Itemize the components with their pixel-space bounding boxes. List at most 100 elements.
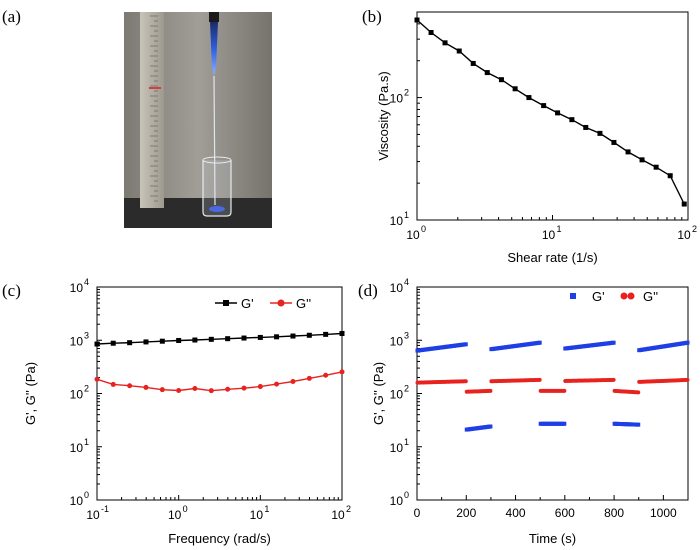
x-tick-exponent: 2 [346, 504, 351, 514]
legend-label-Gp: G' [241, 296, 254, 311]
data-point-Gp [208, 336, 214, 342]
data-point-Gp [562, 421, 567, 426]
panel-label-a: (a) [2, 7, 21, 26]
legend-marker-Gp [223, 300, 229, 306]
data-point-Gp [94, 341, 100, 347]
chart-c-frequency-sweep: 10 -1 10 0 10 1 10 210 010 110 210 310 4 G' G'' Frequ… [23, 277, 351, 546]
data-point-Gpp [127, 383, 133, 389]
data-point-Gp [323, 331, 329, 337]
data-point-Gpp [306, 375, 312, 381]
x-tick-exponent: 1 [264, 504, 269, 514]
data-point-Gp [306, 332, 312, 338]
data-point-Viscosity [498, 77, 504, 83]
x-tick-exponent: 0 [183, 504, 188, 514]
data-point-Gp [143, 339, 149, 345]
chart-b-xlabel: Shear rate (1/s) [507, 250, 597, 265]
chart-d-frame [416, 286, 689, 501]
y-tick-label: 10 [390, 281, 404, 295]
chart-b-ticks: 10 0 10 1 10 210 110 2 [390, 11, 697, 242]
data-point-Gpp [241, 385, 247, 391]
data-point-Gpp [274, 381, 280, 387]
data-point-Viscosity [653, 164, 659, 170]
panel-label-d: (d) [358, 281, 378, 300]
data-point-Gpp [192, 386, 198, 392]
data-point-Gp [463, 342, 468, 347]
data-point-Viscosity [597, 130, 603, 136]
y-tick-exponent: 0 [404, 490, 409, 500]
data-point-Viscosity [470, 60, 476, 66]
legend-label-Gpp: G'' [643, 289, 658, 304]
data-point-Viscosity [428, 30, 434, 36]
y-tick-label: 10 [390, 441, 404, 455]
x-tick-label: 10 [168, 508, 182, 522]
chart-b-series [414, 17, 687, 207]
chart-d-series [415, 340, 690, 432]
photo-panel-a [124, 12, 272, 228]
y-tick-exponent: 2 [404, 88, 409, 98]
y-tick-exponent: 4 [404, 277, 409, 287]
x-tick-label: 1000 [650, 506, 677, 520]
data-point-Gp [257, 334, 263, 340]
chart-c-ylabel: G', G'' (Pa) [23, 362, 38, 425]
y-tick-exponent: 2 [84, 384, 89, 394]
data-point-Viscosity [541, 103, 547, 109]
data-point-Viscosity [414, 17, 420, 23]
x-tick-label: 0 [414, 506, 421, 520]
x-tick-label: 10 [331, 508, 345, 522]
data-point-Gpp [94, 376, 100, 382]
data-point-Gpp [636, 390, 641, 395]
data-point-Viscosity [667, 173, 673, 179]
y-tick-label: 10 [70, 334, 84, 348]
data-point-Gpp [208, 388, 214, 394]
legend-label-Gpp: G'' [296, 296, 311, 311]
y-tick-label: 10 [390, 334, 404, 348]
series-line-Gp [96, 332, 343, 345]
data-point-Gpp [159, 387, 165, 393]
x-tick-label: 800 [604, 506, 624, 520]
ruler-red-mark [149, 87, 161, 89]
data-point-Viscosity [484, 70, 490, 76]
data-point-Gp [176, 337, 182, 343]
data-point-Gp [127, 340, 133, 346]
data-point-Gpp [110, 381, 116, 387]
data-point-Gpp [257, 384, 263, 390]
chart-b-viscosity: 10 0 10 1 10 210 110 2 Shear rate (1/s) Viscosi… [376, 11, 697, 265]
y-tick-label: 10 [390, 388, 404, 402]
data-point-Viscosity [569, 117, 575, 123]
data-point-Viscosity [526, 95, 532, 101]
x-tick-label: 10 [542, 228, 556, 242]
chart-b-ylabel: Viscosity (Pa.s) [376, 71, 391, 160]
chart-d-legend: G' G'' [570, 289, 658, 304]
chart-d-ylabel: G', G'' (Pa) [371, 362, 386, 425]
chart-c-series [94, 330, 345, 394]
y-tick-exponent: 3 [404, 330, 409, 340]
data-point-Gp [290, 333, 296, 339]
chart-d-xlabel: Time (s) [529, 531, 576, 546]
data-point-Gpp [611, 377, 616, 382]
data-point-Gpp [339, 369, 345, 375]
series-line-Viscosity [416, 19, 685, 205]
data-point-Viscosity [625, 149, 631, 155]
x-tick-exponent: 2 [692, 224, 697, 234]
y-tick-exponent: 1 [404, 437, 409, 447]
data-point-Gp [611, 340, 616, 345]
data-point-Gpp [225, 386, 231, 392]
y-tick-exponent: 3 [84, 330, 89, 340]
x-tick-label: 10 [677, 228, 691, 242]
data-point-Viscosity [611, 139, 617, 145]
data-point-Gp [192, 337, 198, 343]
data-point-Gp [488, 424, 493, 429]
beaker [202, 160, 232, 217]
data-point-Gpp [176, 387, 182, 393]
legend-marker-Gpp [277, 299, 285, 307]
x-tick-exponent: -1 [101, 504, 109, 514]
y-tick-exponent: 1 [404, 210, 409, 220]
data-point-Gpp [143, 384, 149, 390]
data-point-Viscosity [681, 201, 687, 207]
data-point-Gpp [685, 377, 690, 382]
data-point-Viscosity [639, 157, 645, 163]
chart-c-xlabel: Frequency (rad/s) [168, 531, 271, 546]
data-point-Gpp [537, 377, 542, 382]
